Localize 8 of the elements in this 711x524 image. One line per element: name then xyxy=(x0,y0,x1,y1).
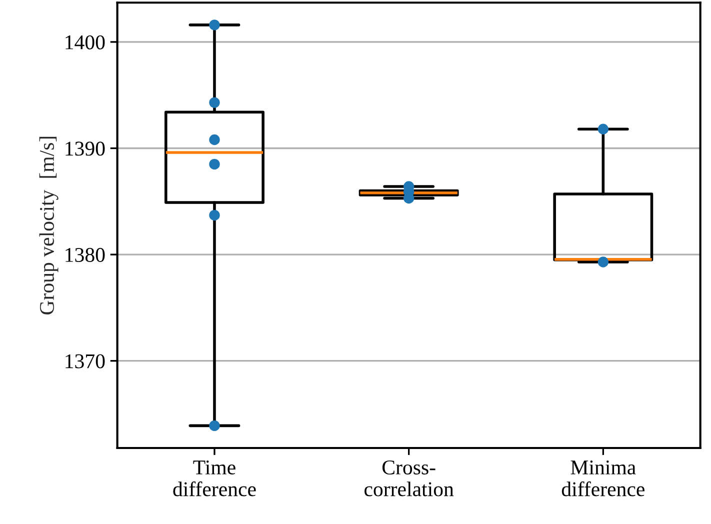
y-tick-label: 1390 xyxy=(66,142,105,156)
y-tick-label: 1370 xyxy=(66,354,105,368)
x-tick-label: Time difference xyxy=(173,460,256,496)
y-axis-title: Group velocity [m/s] xyxy=(39,136,58,314)
y-tick-label: 1380 xyxy=(66,248,105,262)
x-tick-label: Minima difference xyxy=(562,460,644,496)
x-tick-label: Cross- correlation xyxy=(364,460,454,496)
y-tick-label: 1400 xyxy=(66,35,105,50)
